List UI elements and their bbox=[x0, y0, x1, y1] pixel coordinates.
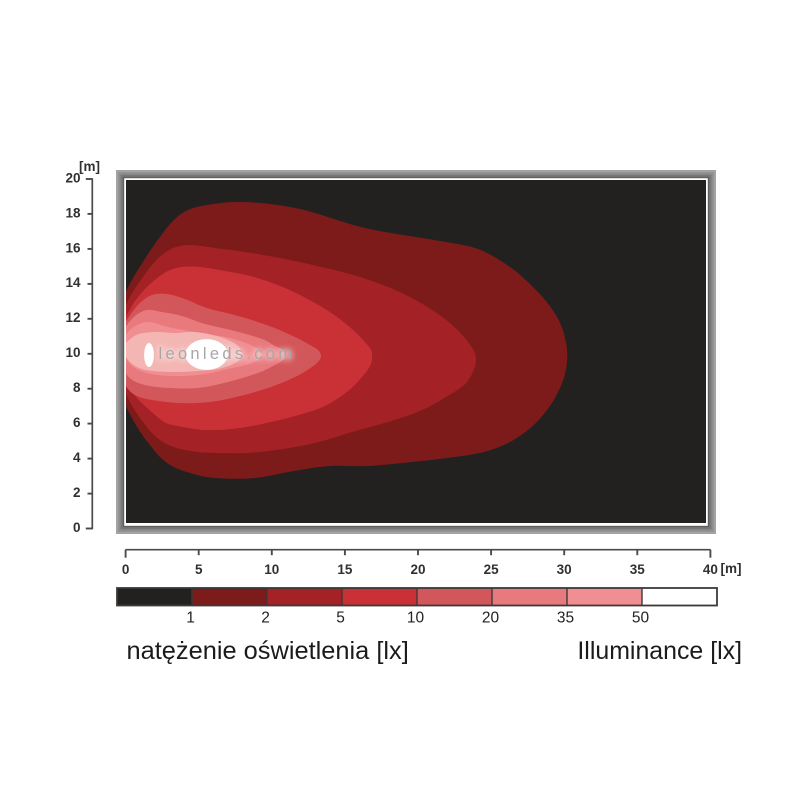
svg-text:5: 5 bbox=[336, 610, 345, 627]
svg-text:50: 50 bbox=[632, 610, 650, 627]
svg-text:10: 10 bbox=[407, 610, 425, 627]
svg-text:leonleds.com: leonleds.com bbox=[159, 345, 296, 363]
svg-text:leonleds.com: leonleds.com bbox=[159, 345, 296, 363]
svg-text:4: 4 bbox=[73, 450, 81, 465]
svg-text:16: 16 bbox=[65, 240, 81, 255]
svg-text:35: 35 bbox=[557, 610, 574, 627]
svg-text:6: 6 bbox=[73, 415, 81, 430]
svg-text:1: 1 bbox=[186, 610, 195, 627]
svg-text:5: 5 bbox=[195, 562, 203, 577]
svg-text:0: 0 bbox=[122, 562, 130, 577]
svg-text:2: 2 bbox=[261, 610, 270, 627]
svg-text:18: 18 bbox=[65, 205, 81, 220]
svg-text:2: 2 bbox=[73, 485, 81, 500]
svg-text:15: 15 bbox=[337, 562, 353, 577]
svg-text:natężenie oświetlenia [lx]: natężenie oświetlenia [lx] bbox=[127, 637, 409, 665]
svg-text:0: 0 bbox=[73, 520, 81, 535]
svg-text:20: 20 bbox=[65, 170, 80, 185]
svg-text:25: 25 bbox=[484, 562, 500, 577]
svg-text:20: 20 bbox=[482, 610, 500, 627]
svg-text:[m]: [m] bbox=[79, 159, 100, 174]
svg-text:10: 10 bbox=[65, 345, 80, 360]
svg-text:30: 30 bbox=[557, 562, 572, 577]
svg-text:20: 20 bbox=[410, 562, 425, 577]
svg-text:40: 40 bbox=[703, 562, 718, 577]
svg-text:14: 14 bbox=[65, 275, 81, 290]
svg-text:12: 12 bbox=[65, 310, 80, 325]
svg-text:35: 35 bbox=[630, 562, 646, 577]
svg-text:10: 10 bbox=[264, 562, 279, 577]
svg-text:Illuminance [lx]: Illuminance [lx] bbox=[577, 637, 742, 665]
svg-text:[m]: [m] bbox=[721, 561, 742, 576]
svg-text:8: 8 bbox=[73, 380, 81, 395]
